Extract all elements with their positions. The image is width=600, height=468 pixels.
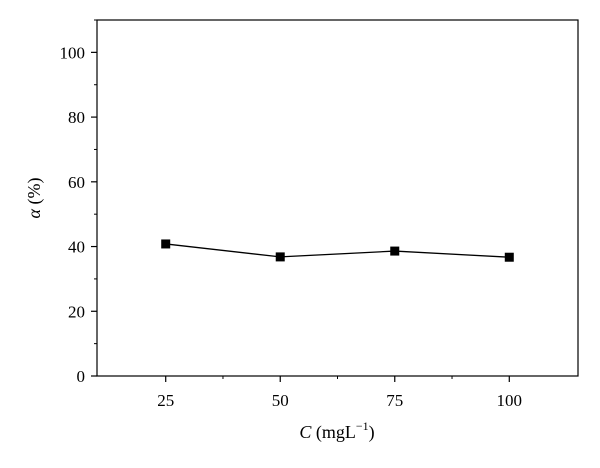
ticks: 25 50 75 100 0 20 40 60 80 100	[60, 19, 523, 410]
y-tick-label: 80	[68, 108, 85, 127]
y-tick-label: 20	[68, 302, 85, 321]
y-tick-label: 0	[77, 367, 86, 386]
data-point-marker	[275, 252, 285, 262]
x-tick-label: 100	[497, 391, 523, 410]
x-tick-label: 50	[272, 391, 289, 410]
axes	[96, 19, 579, 377]
y-tick-label: 40	[68, 238, 85, 257]
data-point-marker	[390, 246, 400, 256]
x-tick-label: 75	[386, 391, 403, 410]
data-point-marker	[161, 239, 171, 249]
series-layer	[161, 239, 514, 262]
x-axis-title: C (mgL−1)	[299, 419, 374, 443]
x-tick-label: 25	[157, 391, 174, 410]
y-axis-title: α (%)	[24, 178, 45, 219]
y-tick-label: 100	[60, 43, 86, 62]
y-tick-label: 60	[68, 173, 85, 192]
series-line	[165, 243, 510, 258]
data-point-marker	[504, 252, 514, 262]
plot-frame	[96, 19, 579, 377]
